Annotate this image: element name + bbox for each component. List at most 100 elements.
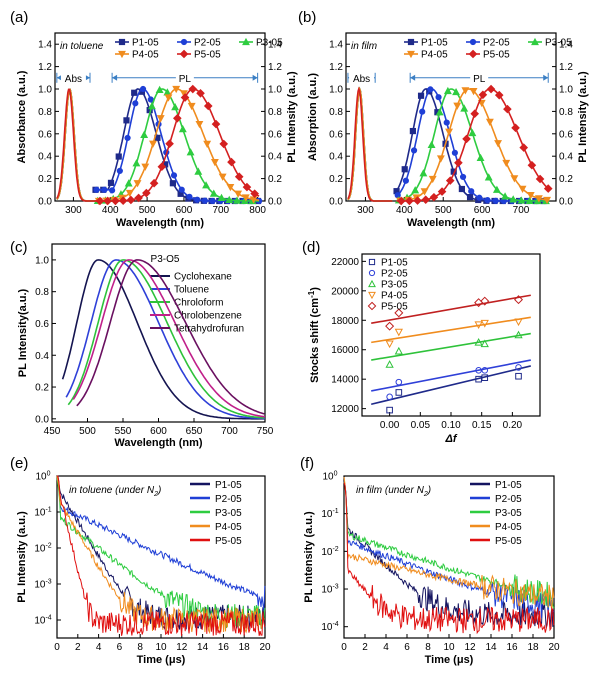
marker-triangle-up: [525, 196, 534, 204]
marker-triangle-up: [460, 104, 469, 112]
x-tick-label: 700: [212, 205, 229, 216]
x-tick-label-part: 700: [513, 205, 530, 216]
y-tick-label-part: 22000: [331, 257, 359, 268]
x-tick-label-part: 650: [186, 426, 203, 437]
x-tick-label-part: 550: [115, 426, 132, 437]
x-tick-label-part: 400: [396, 205, 413, 216]
y2-tick-label: 1.4: [268, 40, 282, 51]
marker-diamond: [149, 178, 159, 188]
y-tick-label: 0.2: [35, 383, 49, 394]
y-axis-label: Stocks shift (cm-1): [307, 287, 321, 383]
legend-label-part: P5-05: [194, 50, 221, 61]
marker-triangle-down: [461, 87, 470, 95]
marker-diamond: [219, 139, 229, 149]
y-tick-label: 1.2: [38, 62, 52, 73]
region-label-part: Abs: [65, 74, 82, 85]
x-tick-label: 16: [218, 642, 230, 653]
x-tick-label-part: 2: [75, 642, 81, 653]
y-tick-label-part: 10: [321, 509, 333, 520]
y-tick-label: 10-2: [321, 546, 338, 558]
marker-triangle-up: [517, 196, 526, 204]
marker-triangle-up: [132, 159, 141, 167]
y2-tick-label: 1.0: [268, 85, 282, 96]
x-axis-label-part: Wavelength (nm): [407, 217, 496, 229]
legend-label-part: Chroloform: [174, 298, 223, 309]
marker-circle: [435, 94, 442, 101]
x-tick-label: 400: [102, 205, 119, 216]
pl-curve: [95, 88, 260, 202]
y2-tick-label: 0.6: [559, 129, 573, 140]
marker-square: [458, 185, 465, 193]
y-axis-label: Absorption (a.u.): [307, 73, 319, 161]
plot-frame: [345, 32, 557, 202]
x-tick-label: 600: [474, 205, 491, 216]
legend-label-part: P5-05: [215, 536, 242, 547]
marker-triangle-down: [543, 196, 551, 205]
x-tick-label-part: 16: [506, 642, 518, 653]
marker-triangle-up: [476, 153, 485, 161]
marker-triangle-up: [427, 140, 436, 149]
marker-triangle-up: [411, 186, 420, 194]
legend-label: Chrolobenzene: [174, 311, 242, 322]
arrowhead: [543, 74, 549, 81]
legend-label: P4-05: [381, 291, 408, 302]
panel-label: (c): [10, 239, 28, 256]
y2-tick-label-part: 0.8: [559, 107, 573, 118]
x-tick-label-part: 10: [443, 642, 455, 653]
y-tick-label-part: 1.0: [35, 255, 49, 266]
x-tick-label: 600: [150, 426, 167, 437]
series-P3-05: [343, 481, 555, 609]
x-tick-label-part: 0.05: [411, 420, 431, 431]
y-tick-label-part: 0.6: [38, 129, 52, 140]
marker-square: [169, 180, 176, 187]
marker-triangle-down: [195, 120, 204, 129]
x-tick-label: 750: [257, 426, 274, 437]
legend-label-part: P1-05: [132, 38, 159, 49]
y-tick-label: 1.0: [35, 255, 49, 266]
region-label-part: Abs: [353, 74, 370, 85]
marker-diamond: [134, 193, 143, 203]
y-tick-label-part: 1.0: [38, 85, 52, 96]
marker-triangle-up: [171, 103, 180, 111]
marker-circle: [468, 188, 475, 195]
marker-circle: [459, 173, 467, 181]
x-axis-label: Time (μs): [137, 654, 186, 666]
marker-diamond: [535, 174, 545, 184]
region-label: Abs: [65, 74, 82, 85]
marker-diamond: [462, 134, 471, 144]
legend-label-part: Chrolobenzene: [174, 311, 242, 322]
y-tick-label-part: 0.2: [329, 174, 343, 185]
x-tick-label-part: 700: [212, 205, 229, 216]
legend-label-part: Cyclohexane: [174, 272, 232, 283]
marker-circle: [178, 186, 185, 193]
marker-triangle-up: [419, 169, 428, 177]
marker-square: [123, 117, 130, 124]
panel-note-part: 2: [423, 491, 428, 498]
marker-square: [131, 89, 138, 96]
x-tick-label-part: 8: [425, 642, 431, 653]
panel-a: (a) 0.0 0.0 0.2 0.2 0.4 0.4 0.6 0.6 0.8 0.8 1.0 1.0 1…: [10, 9, 298, 229]
arrowhead: [410, 74, 416, 81]
marker-diamond: [405, 196, 414, 206]
marker-diamond: [173, 113, 182, 123]
marker-diamond: [227, 157, 236, 167]
x-tick-label: 12: [176, 642, 188, 653]
marker-diamond: [196, 88, 205, 98]
legend-label: P2-05: [381, 269, 408, 280]
region-label: PL: [473, 74, 486, 85]
marker-circle: [101, 186, 108, 193]
marker-triangle-up: [178, 124, 187, 133]
arrowhead: [252, 74, 258, 81]
marker-triangle-up: [202, 181, 210, 189]
panel-label: (d): [302, 239, 320, 256]
y-tick-label-part: 0.8: [35, 287, 49, 298]
series-P2-05: [343, 481, 555, 618]
marker-square: [466, 193, 474, 201]
x-tick-label-part: 4: [383, 642, 389, 653]
region-label: PL: [179, 74, 192, 85]
marker-diamond: [180, 93, 190, 102]
x-tick-label: 20: [259, 642, 271, 653]
x-axis-label: Time (μs): [425, 654, 474, 666]
x-tick-label-part: 450: [44, 426, 61, 437]
